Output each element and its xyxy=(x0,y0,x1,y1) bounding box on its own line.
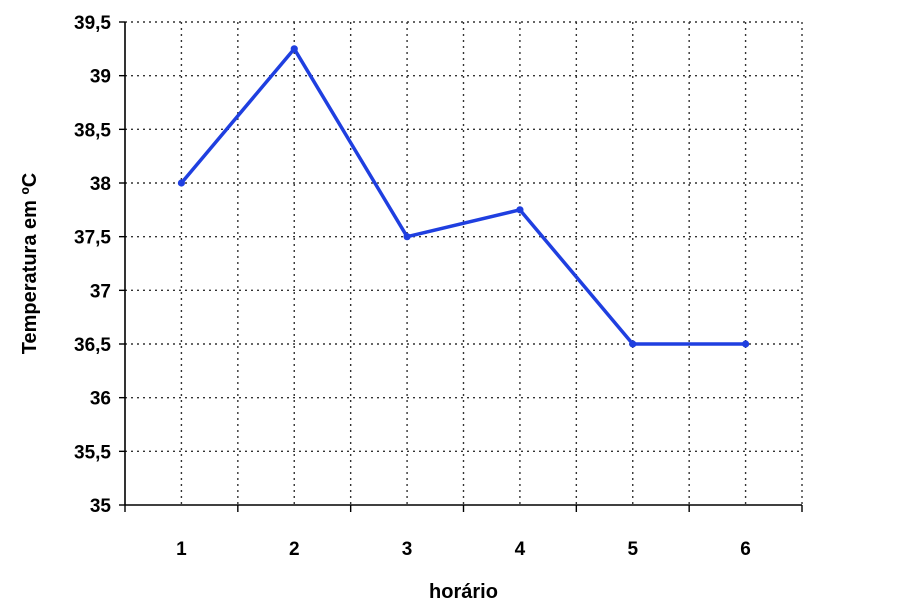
y-tick-label: 35,5 xyxy=(74,442,111,463)
y-tick-label: 37 xyxy=(90,281,111,302)
data-point xyxy=(516,206,524,214)
data-point xyxy=(629,340,637,348)
data-point xyxy=(741,340,750,348)
y-tick-label: 36 xyxy=(90,389,111,410)
y-tick-label: 38 xyxy=(90,174,111,195)
data-point xyxy=(403,233,411,241)
axes xyxy=(119,21,803,512)
x-axis-title: horário xyxy=(429,581,498,603)
x-tick-label: 1 xyxy=(176,539,187,560)
series-group xyxy=(177,45,750,348)
y-tick-label: 39,5 xyxy=(74,13,111,34)
x-tick-label: 6 xyxy=(740,539,751,560)
data-point xyxy=(177,179,186,187)
y-axis-title: Temperatura em ºC xyxy=(19,173,41,354)
data-point xyxy=(290,45,298,53)
x-tick-label: 3 xyxy=(402,539,413,560)
x-tick-label: 2 xyxy=(289,539,300,560)
x-tick-label: 4 xyxy=(515,539,526,560)
grid-lines xyxy=(125,21,803,505)
x-tick-label: 5 xyxy=(627,539,638,560)
series-line xyxy=(180,47,746,346)
y-tick-label: 38,5 xyxy=(74,120,111,141)
y-tick-label: 39 xyxy=(90,67,111,88)
y-tick-label: 35 xyxy=(90,496,112,517)
y-tick-label: 36,5 xyxy=(74,335,111,356)
x-tick-labels: 1 2 3 4 5 6 xyxy=(176,539,751,560)
y-tick-labels: 35 35,5 36 36,5 37 37,5 38 38,5 39 39,5 xyxy=(74,13,111,517)
y-tick-label: 37,5 xyxy=(74,228,111,249)
